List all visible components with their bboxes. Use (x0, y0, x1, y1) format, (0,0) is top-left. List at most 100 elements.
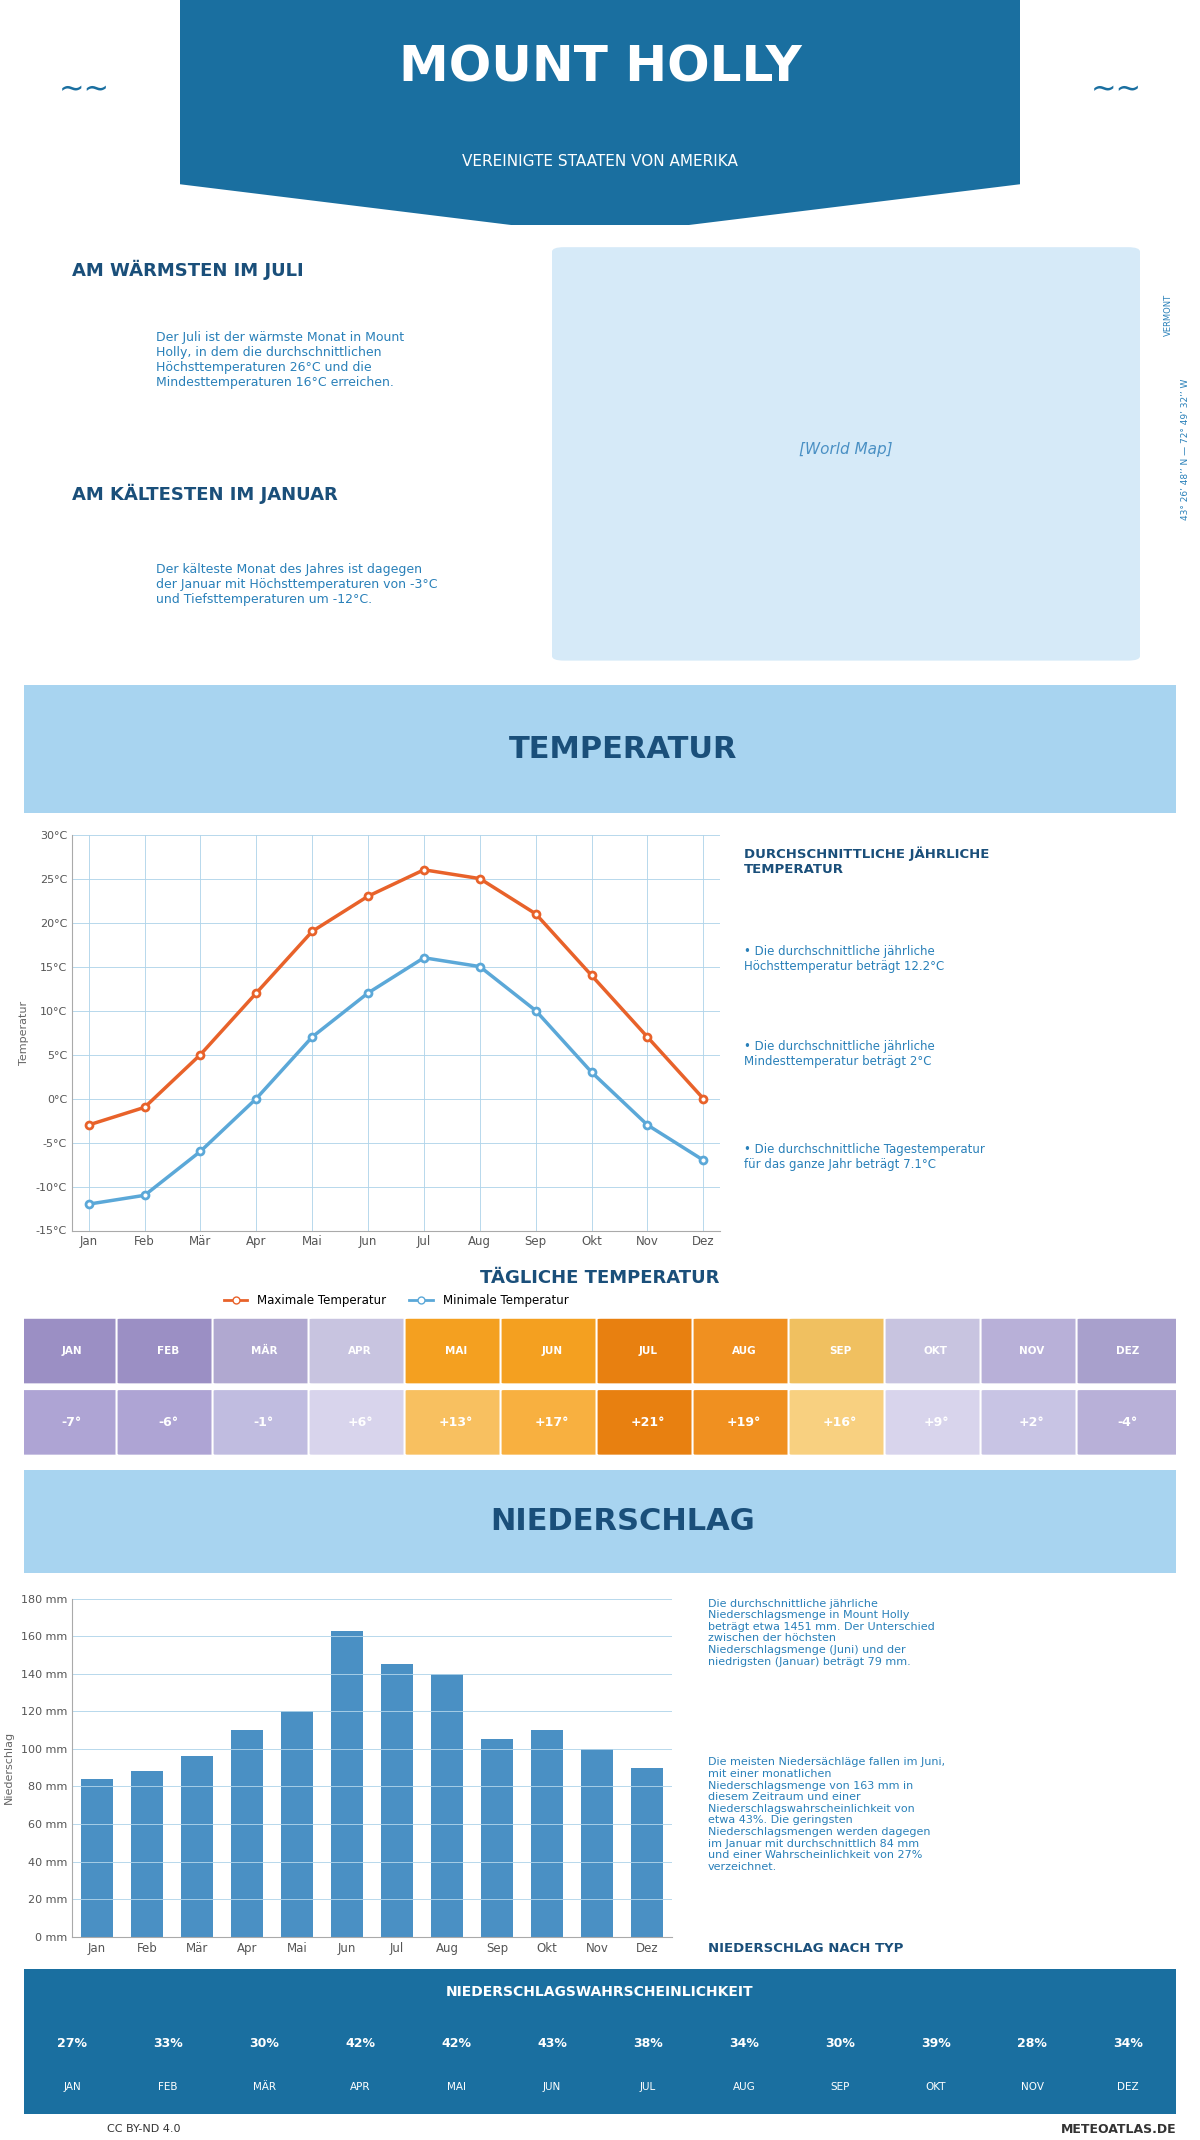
Text: JUN: JUN (542, 2082, 562, 2091)
Text: -4°: -4° (1118, 1417, 1138, 1430)
Bar (530, 1729, 563, 1937)
Text: NOV: NOV (1019, 1346, 1045, 1357)
Text: 28%: 28% (1018, 2037, 1046, 2050)
FancyBboxPatch shape (1, 1468, 1199, 1575)
Text: DEZ: DEZ (1117, 2082, 1139, 2091)
Text: +13°: +13° (439, 1417, 473, 1430)
Polygon shape (180, 0, 1020, 235)
FancyBboxPatch shape (1076, 1318, 1180, 1385)
Text: ∼∼: ∼∼ (59, 75, 109, 105)
Text: JAN: JAN (64, 2082, 80, 2091)
Text: +19°: +19° (727, 1417, 761, 1430)
Text: Die meisten Niedersächläge fallen im Juni,
mit einer monatlichen
Niederschlagsme: Die meisten Niedersächläge fallen im Jun… (708, 1757, 946, 1872)
FancyBboxPatch shape (1, 683, 1199, 815)
Text: VERMONT: VERMONT (1164, 293, 1174, 336)
FancyBboxPatch shape (20, 1389, 124, 1455)
Text: FEB: FEB (158, 2082, 178, 2091)
FancyBboxPatch shape (20, 1318, 124, 1385)
FancyBboxPatch shape (692, 1318, 796, 1385)
Text: +17°: +17° (535, 1417, 569, 1430)
FancyBboxPatch shape (596, 1389, 700, 1455)
Text: METEOATLAS.DE: METEOATLAS.DE (1061, 2123, 1176, 2136)
Text: 34%: 34% (1114, 2037, 1142, 2050)
FancyBboxPatch shape (116, 1318, 220, 1385)
Text: 33%: 33% (154, 2037, 182, 2050)
Text: MÄR: MÄR (252, 2082, 276, 2091)
Text: 34%: 34% (730, 2037, 758, 2050)
FancyBboxPatch shape (788, 1389, 892, 1455)
Bar (631, 1768, 664, 1937)
Text: AM WÄRMSTEN IM JULI: AM WÄRMSTEN IM JULI (72, 259, 304, 280)
Text: -6°: -6° (158, 1417, 178, 1430)
Bar (230, 1729, 263, 1937)
Bar (380, 1665, 413, 1937)
FancyBboxPatch shape (308, 1389, 412, 1455)
Text: 30%: 30% (826, 2037, 854, 2050)
Text: 30%: 30% (250, 2037, 278, 2050)
Text: +9°: +9° (923, 1417, 949, 1430)
Text: OKT: OKT (924, 1346, 948, 1357)
Text: [World Map]: [World Map] (799, 441, 893, 458)
Text: APR: APR (349, 2082, 371, 2091)
FancyBboxPatch shape (308, 1318, 412, 1385)
FancyBboxPatch shape (980, 1318, 1084, 1385)
Text: MÄR: MÄR (251, 1346, 277, 1357)
Text: OKT: OKT (925, 2082, 947, 2091)
Text: 43° 26’ 48’’ N — 72° 49’ 32’’ W: 43° 26’ 48’’ N — 72° 49’ 32’’ W (1181, 379, 1190, 520)
Text: • Die durchschnittliche jährliche
Höchsttemperatur beträgt 12.2°C: • Die durchschnittliche jährliche Höchst… (744, 946, 944, 974)
Text: • Die durchschnittliche jährliche
Mindesttemperatur beträgt 2°C: • Die durchschnittliche jährliche Mindes… (744, 1040, 935, 1068)
Text: Der kälteste Monat des Jahres ist dagegen
der Januar mit Höchsttemperaturen von : Der kälteste Monat des Jahres ist dagege… (156, 563, 438, 606)
Text: TÄGLICHE TEMPERATUR: TÄGLICHE TEMPERATUR (480, 1269, 720, 1286)
FancyBboxPatch shape (404, 1318, 508, 1385)
Y-axis label: Niederschlag: Niederschlag (4, 1731, 14, 1804)
Text: TEMPERATUR: TEMPERATUR (509, 734, 737, 764)
Text: JUN: JUN (541, 1346, 563, 1357)
Text: • Schnee: 17%: • Schnee: 17% (708, 1997, 802, 2009)
Text: AUG: AUG (733, 2082, 755, 2091)
Text: MOUNT HOLLY: MOUNT HOLLY (398, 43, 802, 92)
Bar (431, 1673, 463, 1937)
Legend: Niederschlagssumme: Niederschlagssumme (287, 1984, 457, 2005)
Text: -7°: -7° (62, 1417, 82, 1430)
Text: 42%: 42% (442, 2037, 470, 2050)
Bar (281, 1712, 313, 1937)
Y-axis label: Temperatur: Temperatur (19, 1002, 29, 1064)
FancyBboxPatch shape (500, 1318, 604, 1385)
Text: 43%: 43% (538, 2037, 566, 2050)
FancyBboxPatch shape (1076, 1389, 1180, 1455)
FancyBboxPatch shape (500, 1389, 604, 1455)
Text: JUL: JUL (638, 1346, 658, 1357)
Text: +6°: +6° (347, 1417, 373, 1430)
FancyBboxPatch shape (884, 1318, 988, 1385)
Text: +21°: +21° (631, 1417, 665, 1430)
Text: +2°: +2° (1019, 1417, 1045, 1430)
Text: NIEDERSCHLAGSWAHRSCHEINLICHKEIT: NIEDERSCHLAGSWAHRSCHEINLICHKEIT (446, 1986, 754, 1999)
FancyBboxPatch shape (12, 1969, 1188, 2016)
Text: JAN: JAN (61, 1346, 83, 1357)
Bar (331, 1631, 364, 1937)
Text: 38%: 38% (634, 2037, 662, 2050)
Bar (481, 1740, 514, 1937)
FancyBboxPatch shape (596, 1318, 700, 1385)
FancyBboxPatch shape (12, 2016, 1188, 2114)
Text: AUG: AUG (732, 1346, 756, 1357)
Text: AM KÄLTESTEN IM JANUAR: AM KÄLTESTEN IM JANUAR (72, 484, 337, 505)
Text: Der Juli ist der wärmste Monat in Mount
Holly, in dem die durchschnittlichen
Höc: Der Juli ist der wärmste Monat in Mount … (156, 330, 404, 389)
Text: SEP: SEP (829, 1346, 851, 1357)
Bar (80, 1778, 113, 1937)
Text: FEB: FEB (157, 1346, 179, 1357)
Text: JUL: JUL (640, 2082, 656, 2091)
FancyBboxPatch shape (212, 1318, 316, 1385)
Legend: Maximale Temperatur, Minimale Temperatur: Maximale Temperatur, Minimale Temperatur (218, 1288, 574, 1312)
Text: 39%: 39% (922, 2037, 950, 2050)
Text: Die durchschnittliche jährliche
Niederschlagsmenge in Mount Holly
beträgt etwa 1: Die durchschnittliche jährliche Niedersc… (708, 1599, 935, 1667)
Bar (181, 1757, 214, 1937)
FancyBboxPatch shape (788, 1318, 892, 1385)
Text: ∼∼: ∼∼ (1091, 75, 1141, 105)
Text: VEREINIGTE STAATEN VON AMERIKA: VEREINIGTE STAATEN VON AMERIKA (462, 154, 738, 169)
Text: +16°: +16° (823, 1417, 857, 1430)
Text: NOV: NOV (1020, 2082, 1044, 2091)
FancyBboxPatch shape (980, 1389, 1084, 1455)
FancyBboxPatch shape (212, 1389, 316, 1455)
Text: SEP: SEP (830, 2082, 850, 2091)
